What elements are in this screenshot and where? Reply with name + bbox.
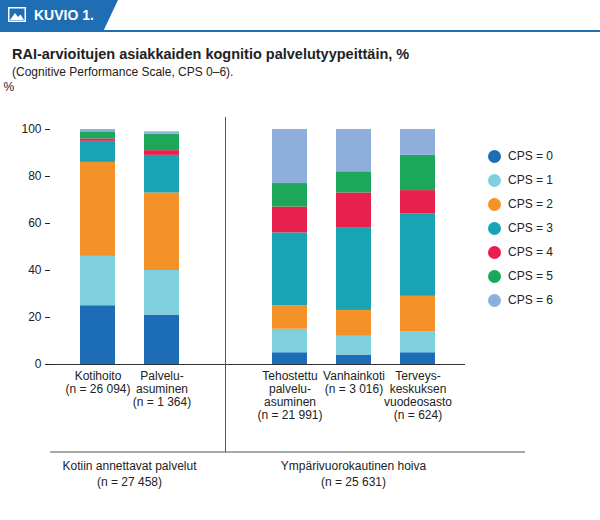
svg-text:100: 100 [21,122,41,136]
html-text:CPS = 5: CPS = 5 [508,269,553,283]
svg-text:0: 0 [35,357,42,371]
svg-text:Vanhainkoti(n = 3 016): Vanhainkoti(n = 3 016) [323,369,385,396]
html-text:CPS = 0: CPS = 0 [508,149,553,163]
svg-text:Kotihoito(n = 26 094): Kotihoito(n = 26 094) [65,369,130,396]
html-text:Ympärivuorokautinen hoiva (n =: Ympärivuorokautinen hoiva (n = 25 631) [280,459,427,489]
html-text:(Cognitive Performance Scale,: (Cognitive Performance Scale, CPS 0–6). [12,65,234,79]
html-text:KUVIO 1.: KUVIO 1. [34,7,94,23]
svg-text:Palvelu-asuminen(n = 1 364): Palvelu-asuminen(n = 1 364) [133,369,191,409]
html-text:CPS = 2: CPS = 2 [508,197,553,211]
html-text:Kotiin annettavat palvelut (n: Kotiin annettavat palvelut (n = 27 458) [62,459,197,489]
svg-text:40: 40 [28,263,42,277]
svg-text:60: 60 [28,216,42,230]
html-text:CPS = 1: CPS = 1 [508,173,553,187]
svg-text:Terveys-keskuksenvuodeosasto(n: Terveys-keskuksenvuodeosasto(n = 624) [384,369,452,423]
svg-text:80: 80 [28,169,42,183]
svg-text:Tehostettupalvelu-asuminen(n =: Tehostettupalvelu-asuminen(n = 21 991) [257,369,322,423]
html-text:CPS = 4: CPS = 4 [508,245,553,259]
svg-text:20: 20 [28,310,42,324]
html-text:CPS = 3: CPS = 3 [508,221,553,235]
html-text:CPS = 6: CPS = 6 [508,293,553,307]
html-text:RAI-arvioitujen asiakkaiden ko: RAI-arvioitujen asiakkaiden kognitio pal… [12,46,410,62]
svg-text:%: % [4,80,15,94]
